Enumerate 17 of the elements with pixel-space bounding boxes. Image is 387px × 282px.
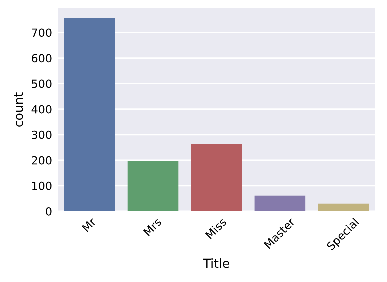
y-tick-label: 500 bbox=[32, 80, 52, 88]
x-axis-title: Title bbox=[203, 258, 230, 268]
x-tick-label: Mr bbox=[82, 217, 97, 232]
y-tick-label: 0 bbox=[46, 207, 52, 216]
y-tick-label: 700 bbox=[32, 28, 52, 38]
y-tick-label: 300 bbox=[32, 130, 52, 140]
y-tick-label: 200 bbox=[32, 156, 52, 165]
bar bbox=[254, 196, 306, 212]
x-tick-label: Mrs bbox=[143, 218, 162, 236]
y-axis-title: count bbox=[14, 92, 24, 127]
y-tick-label: 400 bbox=[32, 105, 52, 114]
bar bbox=[64, 18, 116, 212]
bar bbox=[318, 204, 370, 212]
bar bbox=[128, 161, 179, 212]
bar bbox=[191, 144, 242, 212]
y-tick-label: 600 bbox=[32, 54, 52, 63]
y-tick-label: 100 bbox=[32, 182, 52, 190]
